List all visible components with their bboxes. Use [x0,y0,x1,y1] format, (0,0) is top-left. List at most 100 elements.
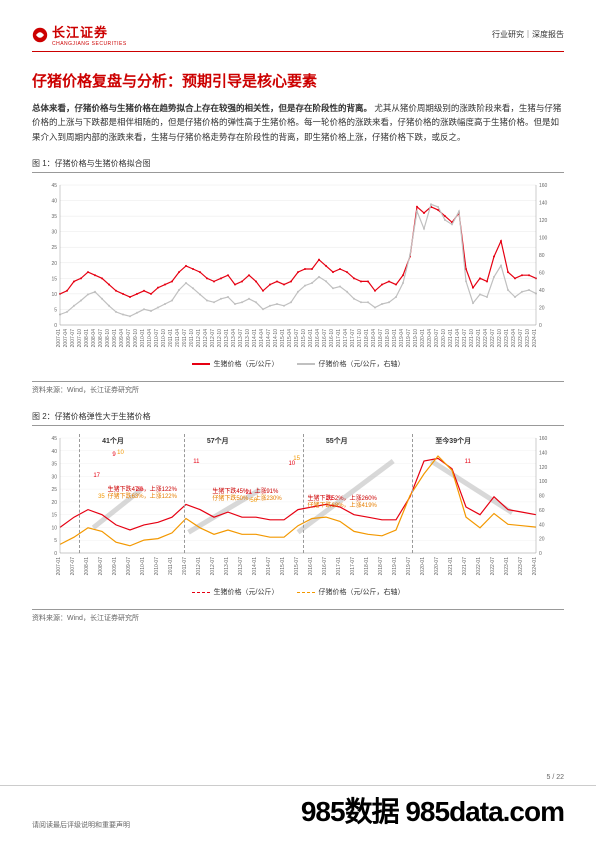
chart2: 0510152025303540450204060801001201401602… [32,430,564,605]
svg-text:2022-07: 2022-07 [490,557,496,576]
svg-text:2022-10: 2022-10 [497,329,503,348]
svg-text:2009-04: 2009-04 [119,329,125,348]
svg-text:2016-01: 2016-01 [308,329,314,348]
value-label: 35 [98,494,105,501]
svg-text:0: 0 [54,551,57,557]
svg-text:40: 40 [539,523,545,529]
svg-text:2007-04: 2007-04 [63,329,69,348]
svg-text:2007-01: 2007-01 [56,329,62,348]
svg-text:35: 35 [51,214,57,220]
svg-text:2010-07: 2010-07 [154,329,160,348]
chart1-svg: 0510152025303540450204060801001201401602… [32,177,564,357]
svg-text:2019-04: 2019-04 [399,329,405,348]
svg-text:2015-07: 2015-07 [294,329,300,348]
svg-text:2021-01: 2021-01 [448,557,454,576]
logo-text: 长江证券 [52,22,127,41]
svg-text:100: 100 [539,479,548,485]
svg-text:2017-01: 2017-01 [336,557,342,576]
chart1-caption: 图 1：仔猪价格与生猪价格拟合图 [32,158,564,173]
chart1-legend: 生猪价格（元/公斤） 仔猪价格（元/公斤，右轴） [32,359,564,369]
value-label: 21 [327,496,334,503]
svg-text:2023-01: 2023-01 [504,329,510,348]
page-footer: 请阅读最后评级说明和重要声明 985数据 985data.com 5 / 22 [0,785,596,830]
svg-text:2017-07: 2017-07 [350,557,356,576]
cycle-label: 41个月 [102,436,124,446]
svg-text:2015-04: 2015-04 [287,329,293,348]
logo: 长江证券 CHANGJIANG SECURITIES [32,22,127,47]
svg-text:15: 15 [51,513,57,519]
svg-text:2016-10: 2016-10 [329,329,335,348]
svg-text:2019-01: 2019-01 [392,557,398,576]
section-title: 仔猪价格复盘与分析：预期引导是核心要素 [32,70,564,91]
svg-text:2009-10: 2009-10 [133,329,139,348]
svg-text:40: 40 [51,199,57,205]
chart2-source: 资料来源：Wind，长江证券研究所 [32,609,564,623]
svg-text:2017-01: 2017-01 [336,329,342,348]
svg-text:40: 40 [51,449,57,455]
svg-text:2018-10: 2018-10 [385,329,391,348]
svg-text:2022-01: 2022-01 [476,329,482,348]
svg-text:2012-01: 2012-01 [196,557,202,576]
svg-text:2007-10: 2007-10 [77,329,83,348]
svg-text:2020-10: 2020-10 [441,329,447,348]
footer-watermark: 985数据 985data.com [301,790,564,830]
svg-text:2017-10: 2017-10 [357,329,363,348]
svg-text:2012-01: 2012-01 [196,329,202,348]
svg-text:120: 120 [539,218,548,224]
svg-text:2020-01: 2020-01 [420,557,426,576]
svg-text:2008-04: 2008-04 [91,329,97,348]
svg-text:5: 5 [54,539,57,545]
svg-text:2007-01: 2007-01 [56,557,62,576]
svg-text:60: 60 [539,271,545,277]
svg-text:2023-04: 2023-04 [511,329,517,348]
chart1-source: 资料来源：Wind，长江证券研究所 [32,381,564,395]
svg-text:2022-01: 2022-01 [476,557,482,576]
svg-text:10: 10 [51,526,57,532]
svg-text:160: 160 [539,183,548,189]
svg-text:2023-07: 2023-07 [518,557,524,576]
footer-disclaimer: 请阅读最后评级说明和重要声明 [32,820,130,830]
svg-text:40: 40 [539,288,545,294]
cycle-label: 55个月 [326,436,348,446]
value-label: 20 [136,487,143,494]
svg-text:20: 20 [51,500,57,506]
svg-text:2013-07: 2013-07 [238,557,244,576]
svg-text:2019-07: 2019-07 [406,329,412,348]
svg-text:2009-01: 2009-01 [112,329,118,348]
chart-annotation: 生猪下跌52%，上涨260%仔猪下跌68%，上涨419% [308,496,377,510]
svg-text:2021-07: 2021-07 [462,329,468,348]
svg-text:2014-01: 2014-01 [252,557,258,576]
svg-text:2010-04: 2010-04 [147,329,153,348]
svg-text:2013-01: 2013-01 [224,557,230,576]
body-paragraph: 总体来看，仔猪价格与生猪价格在趋势拟合上存在较强的相关性，但是存在阶段性的背离。… [32,101,564,144]
svg-text:2022-07: 2022-07 [490,329,496,348]
svg-text:2022-04: 2022-04 [483,329,489,348]
svg-text:2015-01: 2015-01 [280,329,286,348]
svg-text:20: 20 [539,537,545,543]
svg-text:2021-04: 2021-04 [455,329,461,348]
svg-text:45: 45 [51,183,57,189]
lead-sentence: 总体来看，仔猪价格与生猪价格在趋势拟合上存在较强的相关性，但是存在阶段性的背离。 [32,103,372,113]
svg-text:140: 140 [539,201,548,207]
svg-text:2010-07: 2010-07 [154,557,160,576]
svg-text:2014-07: 2014-07 [266,329,272,348]
svg-text:30: 30 [51,475,57,481]
value-label: 21 [246,490,253,497]
svg-text:2014-07: 2014-07 [266,557,272,576]
svg-text:2019-01: 2019-01 [392,329,398,348]
svg-text:2011-10: 2011-10 [189,329,195,347]
svg-text:2020-07: 2020-07 [434,329,440,348]
svg-text:60: 60 [539,508,545,514]
svg-text:5: 5 [54,308,57,314]
svg-text:2023-10: 2023-10 [525,329,531,348]
svg-text:2014-10: 2014-10 [273,329,279,348]
svg-text:2019-07: 2019-07 [406,557,412,576]
svg-text:35: 35 [51,462,57,468]
svg-text:2013-01: 2013-01 [224,329,230,348]
svg-text:2010-10: 2010-10 [161,329,167,348]
svg-text:2007-07: 2007-07 [70,329,76,348]
cycle-label: 57个月 [207,436,229,446]
legend2a: 生猪价格（元/公斤） [214,587,279,597]
svg-text:2015-01: 2015-01 [280,557,286,576]
svg-text:2016-07: 2016-07 [322,557,328,576]
